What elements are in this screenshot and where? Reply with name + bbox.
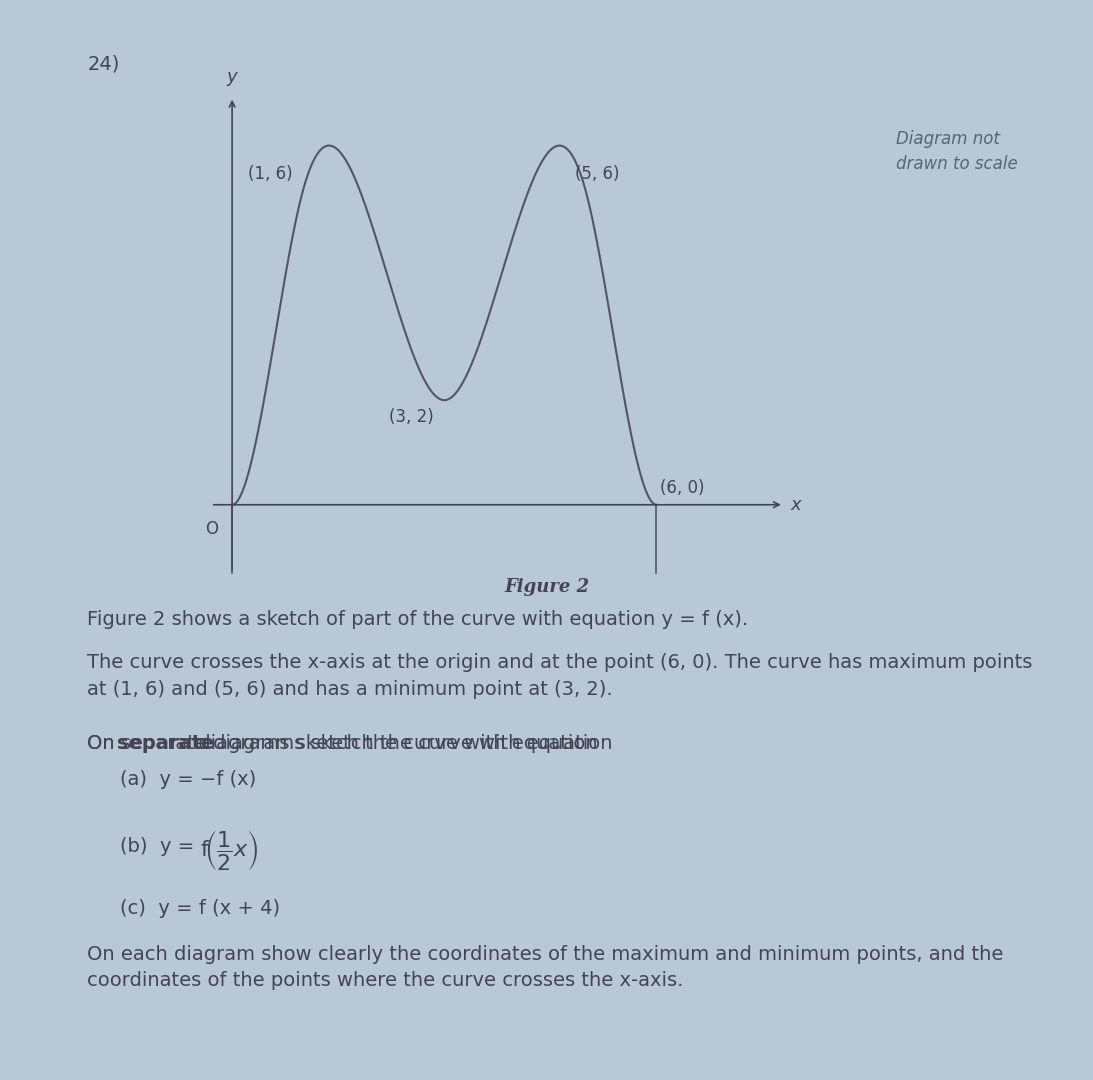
Text: On: On	[87, 734, 121, 754]
Text: (6, 0): (6, 0)	[660, 478, 705, 497]
Text: Figure 2: Figure 2	[504, 578, 589, 596]
Text: diagrams sketch the curve with equation: diagrams sketch the curve with equation	[192, 734, 598, 754]
Text: (b)  y =: (b) y =	[120, 837, 201, 856]
Text: separate: separate	[117, 734, 214, 754]
Text: The curve crosses the x-axis at the origin and at the point (6, 0). The curve ha: The curve crosses the x-axis at the orig…	[87, 653, 1033, 699]
Text: Figure 2 shows a sketch of part of the curve with equation y = f (x).: Figure 2 shows a sketch of part of the c…	[87, 610, 749, 630]
Text: O: O	[205, 521, 218, 539]
Text: (a)  y = −f (x): (a) y = −f (x)	[120, 770, 257, 789]
Text: (1, 6): (1, 6)	[248, 165, 292, 184]
Text: $\mathrm{f}\!\left(\dfrac{1}{2}x\right)$: $\mathrm{f}\!\left(\dfrac{1}{2}x\right)$	[200, 829, 258, 873]
Text: (c)  y = f (x + 4): (c) y = f (x + 4)	[120, 899, 281, 918]
Text: y: y	[226, 68, 237, 86]
Text: (3, 2): (3, 2)	[389, 408, 434, 426]
Text: x: x	[791, 496, 801, 514]
Text: (5, 6): (5, 6)	[575, 165, 620, 184]
Text: On separate diagrams sketch the curve with equation: On separate diagrams sketch the curve wi…	[87, 734, 613, 754]
Text: Diagram not
drawn to scale: Diagram not drawn to scale	[896, 130, 1018, 173]
Text: 24): 24)	[87, 54, 120, 73]
Text: On each diagram show clearly the coordinates of the maximum and minimum points, : On each diagram show clearly the coordin…	[87, 945, 1003, 990]
